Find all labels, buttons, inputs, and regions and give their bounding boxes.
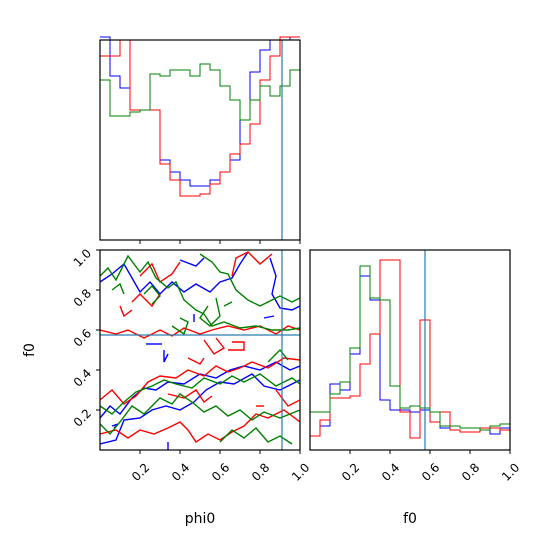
- joint-xtick-label: 1.0: [289, 460, 312, 483]
- contour-red-3: [203, 337, 226, 355]
- joint-ytick-label: 0.8: [71, 286, 94, 309]
- joint-ticks: 0.2 0.2 0.4 0.4 0.6 0.6 0.8 0.8 1.0 1.0: [71, 246, 313, 484]
- contour-blue-9: [179, 257, 205, 267]
- contour-blue-1: [100, 361, 300, 419]
- phi0-histogram-series: [100, 36, 300, 197]
- x-axis-label-f0: f0: [403, 511, 417, 527]
- y-axis-label-f0: f0: [22, 343, 38, 357]
- contour-red-9: [275, 389, 300, 407]
- contour-red-8: [119, 305, 133, 318]
- contour-blue-2: [100, 251, 249, 296]
- f0-hist-xtick-label: 1.0: [499, 460, 522, 483]
- f0-histogram-series: [310, 259, 510, 439]
- f0-histogram-axes: 0.2 0.4 0.6 0.8 1.0: [309, 249, 522, 484]
- f0-histogram-ticks: 0.2 0.4 0.6 0.8 1.0: [339, 450, 522, 484]
- joint-ytick-label: 0.4: [71, 366, 94, 389]
- contour-green-0: [100, 393, 300, 436]
- joint-contour-series: [100, 251, 300, 450]
- contour-red-2: [100, 325, 300, 339]
- f0-histogram-red: [310, 259, 510, 439]
- phi0-histogram-ticks: [139, 240, 301, 244]
- contour-blue-4: [263, 315, 275, 319]
- joint-ytick-label: 1.0: [71, 246, 94, 269]
- contour-green-8: [219, 427, 293, 445]
- contour-green-7: [171, 317, 189, 336]
- joint-ytick-label: 0.2: [71, 406, 94, 429]
- contour-green-9: [267, 348, 289, 363]
- joint-ytick-label: 0.6: [71, 326, 94, 349]
- joint-frame: [99, 249, 301, 451]
- f0-histogram-green: [310, 265, 510, 431]
- joint-contour-axes: 0.2 0.2 0.4 0.4 0.6 0.6 0.8 0.8 1.0 1.0: [71, 246, 313, 484]
- joint-xtick-label: 0.2: [129, 460, 152, 483]
- contour-green-3: [199, 253, 300, 307]
- f0-hist-xtick-label: 0.8: [459, 460, 482, 483]
- contour-red-6: [231, 251, 273, 277]
- phi0-histogram-green: [100, 63, 300, 121]
- contour-blue-3: [269, 257, 300, 311]
- f0-hist-xtick-label: 0.4: [379, 460, 402, 483]
- contour-blue-6: [163, 350, 169, 363]
- contour-red-4: [228, 341, 245, 351]
- contour-green-6: [223, 301, 233, 307]
- contour-green-5: [143, 284, 161, 305]
- phi0-histogram-axes: [99, 36, 301, 244]
- joint-xtick-label: 0.6: [209, 460, 232, 483]
- contour-red-12: [187, 357, 205, 365]
- contour-green-10: [111, 282, 125, 295]
- phi0-histogram-red: [100, 36, 300, 197]
- f0-hist-xtick-label: 0.6: [419, 460, 442, 483]
- contour-green-1: [100, 373, 300, 415]
- contour-green-4: [199, 297, 221, 327]
- joint-xtick-label: 0.8: [249, 460, 272, 483]
- contour-green-2: [100, 254, 300, 331]
- contour-blue-0: [100, 373, 300, 445]
- contour-red-1: [100, 357, 300, 405]
- x-axis-label-phi0: phi0: [185, 511, 216, 527]
- phi0-histogram-frame: [99, 39, 301, 241]
- f0-hist-xtick-label: 0.2: [339, 460, 362, 483]
- f0-histogram-frame: [309, 249, 511, 451]
- joint-xtick-label: 0.4: [169, 460, 192, 483]
